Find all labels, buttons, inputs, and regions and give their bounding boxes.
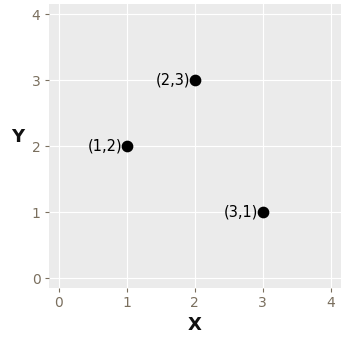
Text: (2,3): (2,3) <box>156 72 190 88</box>
Point <box>192 77 198 83</box>
Text: (1,2): (1,2) <box>88 139 122 154</box>
Text: (3,1): (3,1) <box>224 205 258 220</box>
Y-axis label: Y: Y <box>11 128 24 146</box>
Point <box>124 143 130 149</box>
Point <box>260 209 265 215</box>
X-axis label: X: X <box>188 316 202 334</box>
